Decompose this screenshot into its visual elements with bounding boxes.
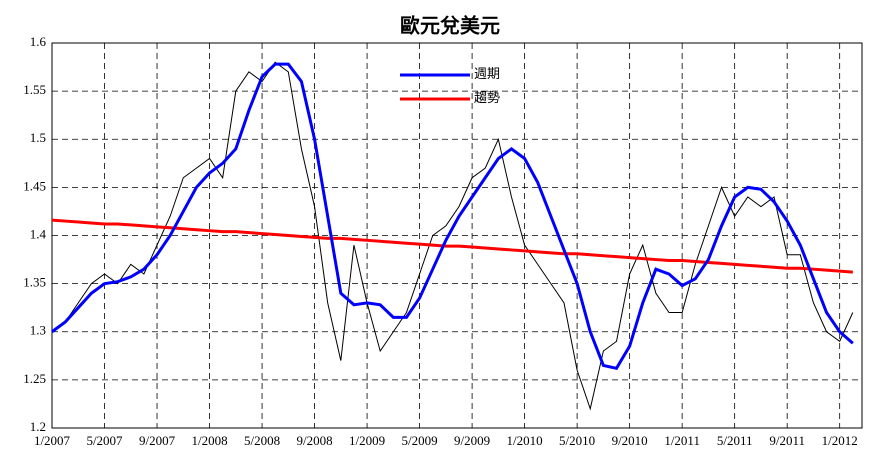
x-tick-label: 9/2008 [296,433,332,448]
y-tick-label: 1.5 [30,130,46,145]
y-tick-label: 1.4 [30,226,47,241]
x-tick-label: 9/2011 [769,433,805,448]
legend-label: 週期 [474,66,500,81]
y-tick-label: 1.2 [30,419,46,434]
legend-label: 趨勢 [474,90,500,105]
x-tick-label: 5/2009 [402,433,438,448]
series-line [51,218,853,274]
x-tick-label: 5/2010 [559,433,595,448]
x-tick-label: 1/2009 [349,433,385,448]
x-tick-label: 9/2009 [454,433,490,448]
x-tick-label: 5/2008 [244,433,280,448]
series-line [51,62,854,371]
y-tick-label: 1.55 [23,82,46,97]
x-tick-label: 1/2011 [664,433,700,448]
y-tick-label: 1.25 [23,371,46,386]
y-tick-label: 1.3 [30,323,46,338]
y-tick-label: 1.45 [23,178,46,193]
y-tick-label: 1.35 [23,275,46,290]
plot-frame [51,42,863,429]
chart-title: 歐元兌美元 [400,14,500,38]
x-tick-label: 9/2010 [612,433,648,448]
x-tick-label: 5/2011 [717,433,753,448]
x-tick-label: 1/2012 [822,433,858,448]
x-tick-label: 9/2007 [139,433,176,448]
x-tick-label: 1/2008 [191,433,227,448]
series-line [51,61,854,411]
x-tick-label: 1/2010 [507,433,543,448]
x-tick-label: 5/2007 [86,433,123,448]
x-tick-label: 1/2007 [34,433,71,448]
y-tick-label: 1.6 [30,34,47,49]
